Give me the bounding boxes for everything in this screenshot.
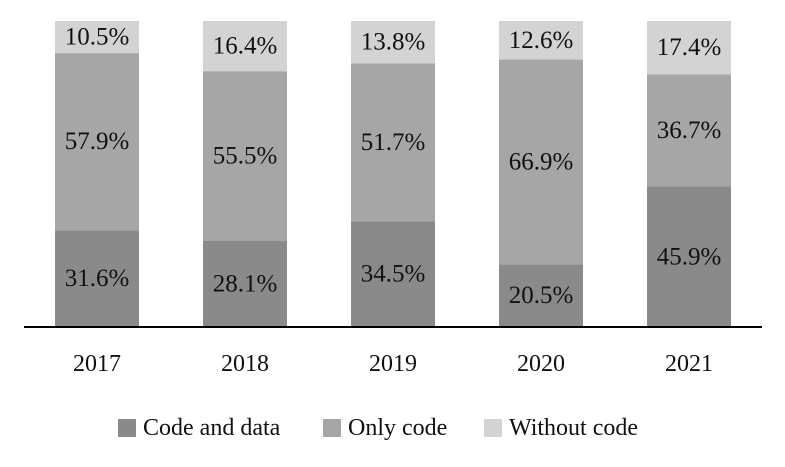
bar-segment-without-code-2019 (351, 21, 435, 64)
data-label-code-and-data-2018: 28.1% (213, 271, 278, 298)
data-label-only-code-2020: 66.9% (509, 148, 574, 175)
legend-swatch-without-code (484, 419, 502, 437)
data-label-without-code-2021: 17.4% (657, 34, 722, 61)
data-label-only-code-2019: 51.7% (361, 129, 426, 156)
x-tick-label-2017: 2017 (73, 351, 121, 377)
data-label-without-code-2020: 12.6% (509, 27, 574, 54)
bar-segment-without-code-2020 (499, 21, 583, 60)
bar-segment-only-code-2020 (499, 59, 583, 265)
x-tick-label-2019: 2019 (369, 351, 417, 377)
data-label-code-and-data-2021: 45.9% (657, 243, 722, 270)
bar-segment-without-code-2017 (55, 21, 139, 54)
bar-segment-code-and-data-2018 (203, 241, 287, 327)
bar-segment-without-code-2018 (203, 21, 287, 72)
segment-labels-group: 31.6% 57.9% 10.5% 28.1% 55.5% 16.4% 34.5% 51.7%… (65, 24, 722, 310)
bar-segment-code-and-data-2019 (351, 221, 435, 327)
legend-label-without-code: Without code (509, 415, 638, 441)
data-label-without-code-2017: 10.5% (65, 24, 130, 51)
data-label-only-code-2018: 55.5% (213, 143, 278, 170)
bar-segment-code-and-data-2017 (55, 230, 139, 327)
legend-swatch-code-and-data (118, 419, 136, 437)
bar-segment-only-code-2018 (203, 71, 287, 242)
bars-group (55, 21, 731, 327)
bar-segment-only-code-2017 (55, 53, 139, 231)
x-tick-labels-group: 2017 2018 2019 2020 2021 (73, 351, 713, 377)
bar-segment-code-and-data-2021 (647, 186, 731, 327)
bar-segment-without-code-2021 (647, 21, 731, 75)
bar-segment-only-code-2019 (351, 63, 435, 222)
x-tick-label-2020: 2020 (517, 351, 565, 377)
bar-segment-code-and-data-2020 (499, 264, 583, 327)
data-label-code-and-data-2019: 34.5% (361, 261, 426, 288)
legend-label-only-code: Only code (348, 415, 447, 441)
legend-label-code-and-data: Code and data (143, 415, 281, 441)
legend: Code and data Only code Without code (118, 415, 638, 441)
data-label-code-and-data-2017: 31.6% (65, 265, 130, 292)
legend-swatch-only-code (323, 419, 341, 437)
data-label-code-and-data-2020: 20.5% (509, 282, 574, 309)
x-tick-label-2021: 2021 (665, 351, 713, 377)
data-label-without-code-2018: 16.4% (213, 33, 278, 60)
bar-segment-only-code-2021 (647, 74, 731, 187)
data-label-without-code-2019: 13.8% (361, 29, 426, 56)
data-label-only-code-2021: 36.7% (657, 117, 722, 144)
x-tick-label-2018: 2018 (221, 351, 269, 377)
data-label-only-code-2017: 57.9% (65, 128, 130, 155)
